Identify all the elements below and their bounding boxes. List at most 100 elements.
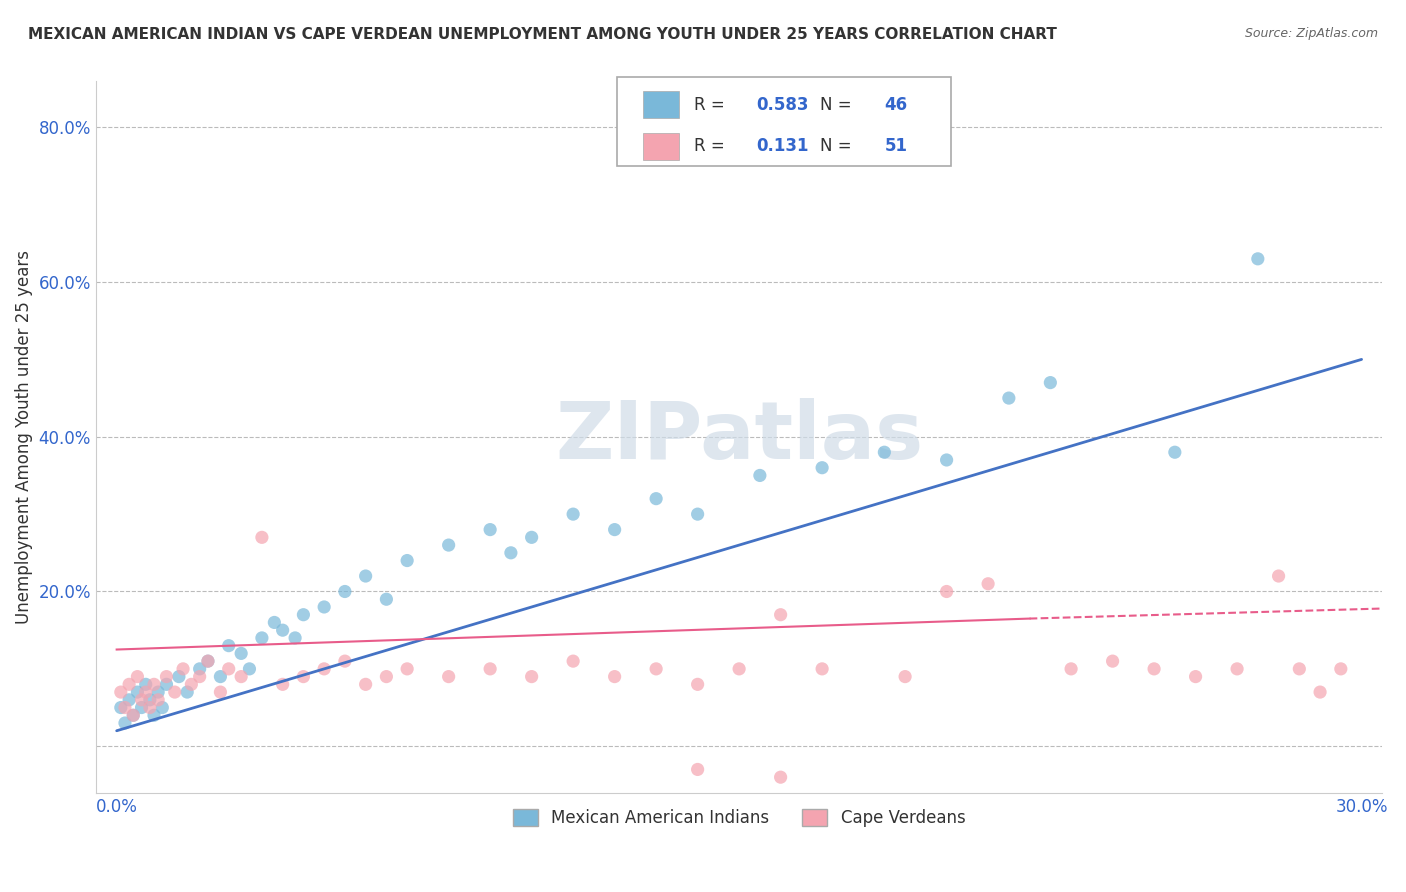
Point	[333, 654, 356, 668]
Point	[155, 677, 177, 691]
Point	[396, 662, 419, 676]
Text: MEXICAN AMERICAN INDIAN VS CAPE VERDEAN UNEMPLOYMENT AMONG YOUTH UNDER 25 YEARS : MEXICAN AMERICAN INDIAN VS CAPE VERDEAN …	[28, 27, 1057, 42]
Point	[1101, 654, 1123, 668]
Point	[250, 631, 273, 645]
Point	[645, 491, 668, 506]
Point	[114, 716, 136, 731]
Point	[143, 677, 166, 691]
Point	[1060, 662, 1083, 676]
Point	[645, 662, 668, 676]
Point	[811, 662, 834, 676]
Point	[333, 584, 356, 599]
FancyBboxPatch shape	[643, 91, 679, 118]
Text: ZIPatlas: ZIPatlas	[555, 398, 924, 475]
Point	[139, 693, 162, 707]
Point	[218, 662, 240, 676]
Point	[314, 599, 336, 614]
Point	[1226, 662, 1249, 676]
Point	[238, 662, 260, 676]
Point	[728, 662, 751, 676]
Point	[271, 677, 294, 691]
Text: R =: R =	[695, 137, 735, 155]
Point	[172, 662, 194, 676]
Point	[479, 662, 502, 676]
Point	[127, 670, 149, 684]
Point	[231, 647, 253, 661]
Point	[354, 677, 377, 691]
Point	[1330, 662, 1353, 676]
Point	[977, 576, 1000, 591]
Point	[292, 607, 315, 622]
Point	[479, 523, 502, 537]
Point	[131, 693, 153, 707]
Text: N =: N =	[820, 95, 858, 113]
Point	[188, 662, 211, 676]
Point	[263, 615, 285, 630]
Point	[437, 670, 460, 684]
Text: N =: N =	[820, 137, 858, 155]
Point	[231, 670, 253, 684]
Point	[271, 623, 294, 637]
Point	[155, 670, 177, 684]
Text: 46: 46	[884, 95, 908, 113]
Point	[686, 507, 709, 521]
FancyBboxPatch shape	[643, 133, 679, 160]
Text: 0.131: 0.131	[756, 137, 808, 155]
Point	[1288, 662, 1310, 676]
Point	[1184, 670, 1206, 684]
Point	[197, 654, 219, 668]
Point	[375, 670, 398, 684]
Point	[935, 584, 957, 599]
Point	[122, 708, 145, 723]
FancyBboxPatch shape	[617, 78, 952, 166]
Point	[146, 693, 169, 707]
Point	[686, 677, 709, 691]
Point	[176, 685, 198, 699]
Text: 0.583: 0.583	[756, 95, 808, 113]
Point	[935, 453, 957, 467]
Text: R =: R =	[695, 95, 730, 113]
Point	[110, 685, 132, 699]
Point	[873, 445, 896, 459]
Point	[110, 700, 132, 714]
Point	[998, 391, 1021, 405]
Point	[354, 569, 377, 583]
Point	[143, 708, 166, 723]
Point	[1247, 252, 1270, 266]
Point	[686, 763, 709, 777]
Point	[811, 460, 834, 475]
Point	[167, 670, 190, 684]
Point	[314, 662, 336, 676]
Point	[520, 670, 543, 684]
Text: Source: ZipAtlas.com: Source: ZipAtlas.com	[1244, 27, 1378, 40]
Point	[292, 670, 315, 684]
Point	[499, 546, 522, 560]
Point	[122, 708, 145, 723]
Point	[180, 677, 202, 691]
Point	[250, 530, 273, 544]
Point	[150, 700, 173, 714]
Point	[188, 670, 211, 684]
Point	[139, 700, 162, 714]
Y-axis label: Unemployment Among Youth under 25 years: Unemployment Among Youth under 25 years	[15, 250, 32, 624]
Point	[146, 685, 169, 699]
Point	[131, 700, 153, 714]
Point	[437, 538, 460, 552]
Point	[218, 639, 240, 653]
Point	[1309, 685, 1331, 699]
Point	[769, 607, 792, 622]
Point	[562, 654, 585, 668]
Point	[127, 685, 149, 699]
Point	[1143, 662, 1166, 676]
Point	[1039, 376, 1062, 390]
Point	[520, 530, 543, 544]
Point	[396, 553, 419, 567]
Point	[375, 592, 398, 607]
Point	[209, 670, 232, 684]
Point	[118, 677, 141, 691]
Point	[118, 693, 141, 707]
Point	[114, 700, 136, 714]
Point	[1267, 569, 1289, 583]
Point	[748, 468, 770, 483]
Point	[603, 523, 626, 537]
